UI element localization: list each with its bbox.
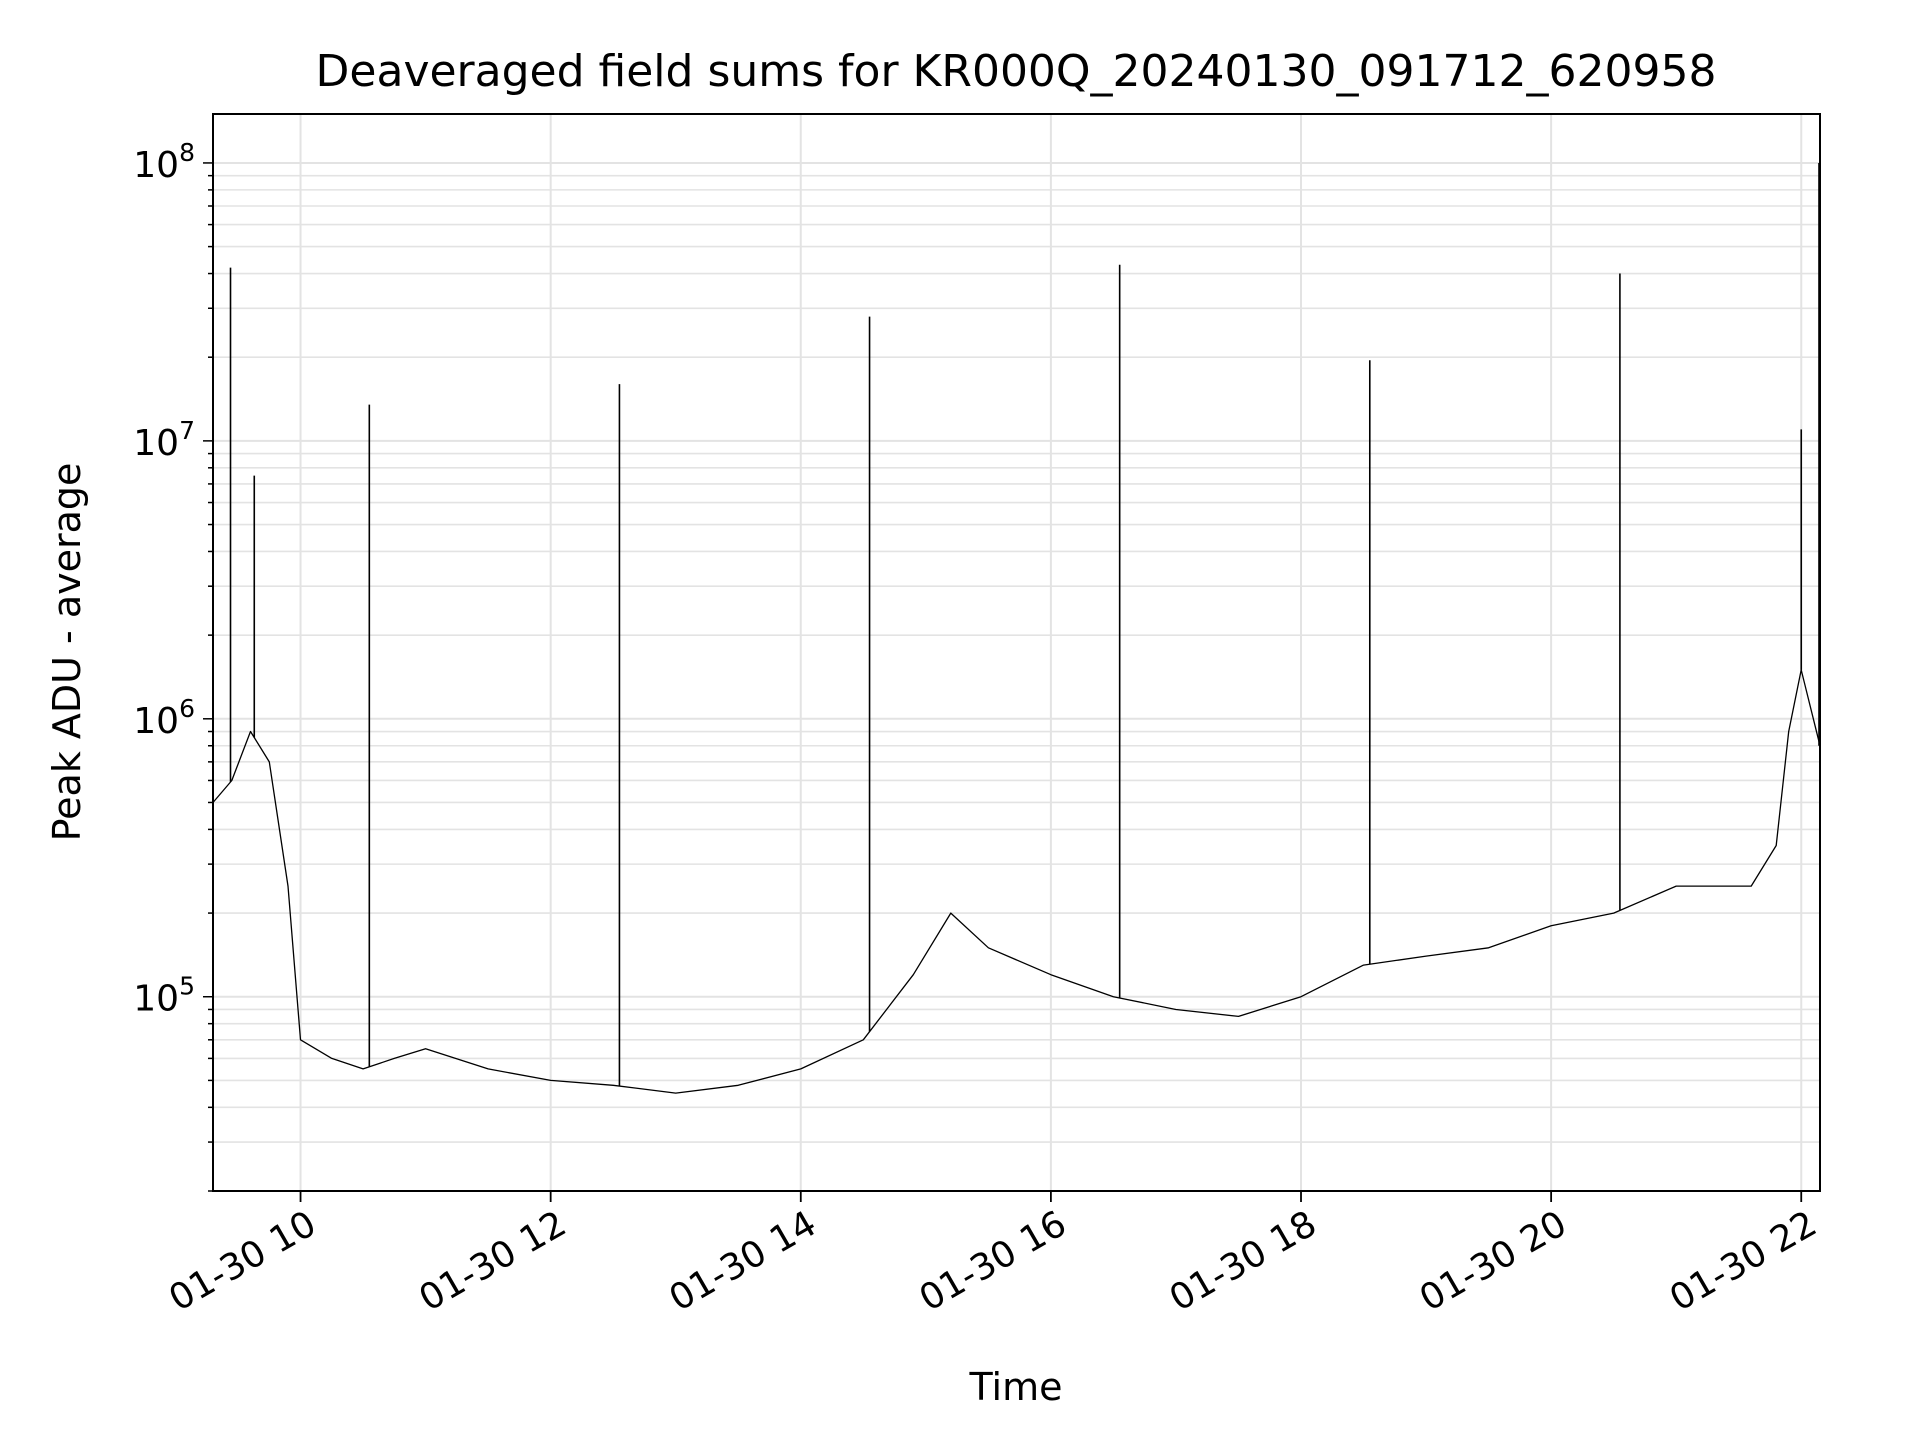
y-tick-label: 107 [133,416,195,464]
plot-frame [212,113,1821,1192]
x-axis-label: Time [969,1365,1063,1409]
y-axis-label: Peak ADU - average [45,463,89,842]
y-tick-label: 108 [133,138,195,186]
series-line [212,669,1821,1094]
y-tick-label: 105 [133,972,195,1020]
y-tick-label: 106 [133,694,195,742]
chart-title: Deaveraged field sums for KR000Q_2024013… [316,46,1717,97]
grid [213,114,1820,1192]
